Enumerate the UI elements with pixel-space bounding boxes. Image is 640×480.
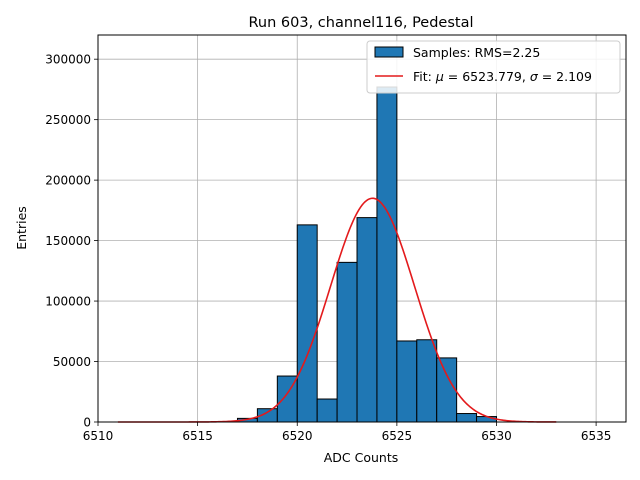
- y-tick-label: 200000: [45, 174, 91, 188]
- x-axis-label: ADC Counts: [324, 450, 399, 465]
- chart-title: Run 603, channel116, Pedestal: [248, 15, 473, 31]
- histogram-bar: [316, 398, 338, 423]
- legend: Samples: RMS=2.25 Fit: μ = 6523.779, σ =…: [366, 40, 621, 94]
- y-tick-label: 150000: [45, 234, 91, 248]
- legend-fit-label: Fit: μ = 6523.779, σ = 2.109: [413, 69, 592, 84]
- legend-fit-sigma-value: = 2.109: [538, 69, 592, 84]
- x-tick-label: 6535: [581, 429, 612, 443]
- legend-histogram-swatch: [374, 46, 404, 58]
- legend-fit-mu-value: = 6523.779,: [444, 69, 530, 84]
- x-tick-label: 6525: [382, 429, 413, 443]
- legend-fit-mu-symbol: μ: [435, 69, 444, 84]
- histogram-bars: [236, 86, 497, 423]
- x-tick-label: 6515: [182, 429, 213, 443]
- histogram-bar: [456, 413, 478, 423]
- legend-fit-sigma-symbol: σ: [530, 69, 539, 84]
- histogram-bar: [356, 217, 378, 423]
- y-tick-label: 250000: [45, 113, 91, 127]
- y-axis-ticks: 0 50000 100000 150000 200000 250000 300000: [45, 53, 98, 430]
- x-axis-ticks: 6510 6515 6520 6525 6530 6535: [83, 422, 612, 443]
- histogram-bar: [296, 224, 318, 423]
- histogram-bar: [476, 416, 497, 423]
- y-tick-label: 100000: [45, 295, 91, 309]
- x-tick-label: 6530: [481, 429, 512, 443]
- y-tick-label: 0: [83, 416, 91, 430]
- histogram-bar: [436, 357, 458, 423]
- legend-fit-prefix: Fit:: [413, 69, 436, 84]
- x-tick-label: 6510: [83, 429, 114, 443]
- legend-box: [366, 40, 621, 94]
- axes-frame: [97, 34, 627, 423]
- histogram-bar: [396, 340, 418, 423]
- x-tick-label: 6520: [282, 429, 313, 443]
- y-axis-label: Entries: [14, 206, 29, 250]
- histogram-bar: [376, 86, 398, 423]
- histogram-bar: [336, 261, 358, 423]
- y-tick-label: 300000: [45, 53, 91, 67]
- legend-histogram-label: Samples: RMS=2.25: [413, 45, 540, 60]
- histogram-bar: [416, 339, 438, 423]
- y-tick-label: 50000: [53, 355, 91, 369]
